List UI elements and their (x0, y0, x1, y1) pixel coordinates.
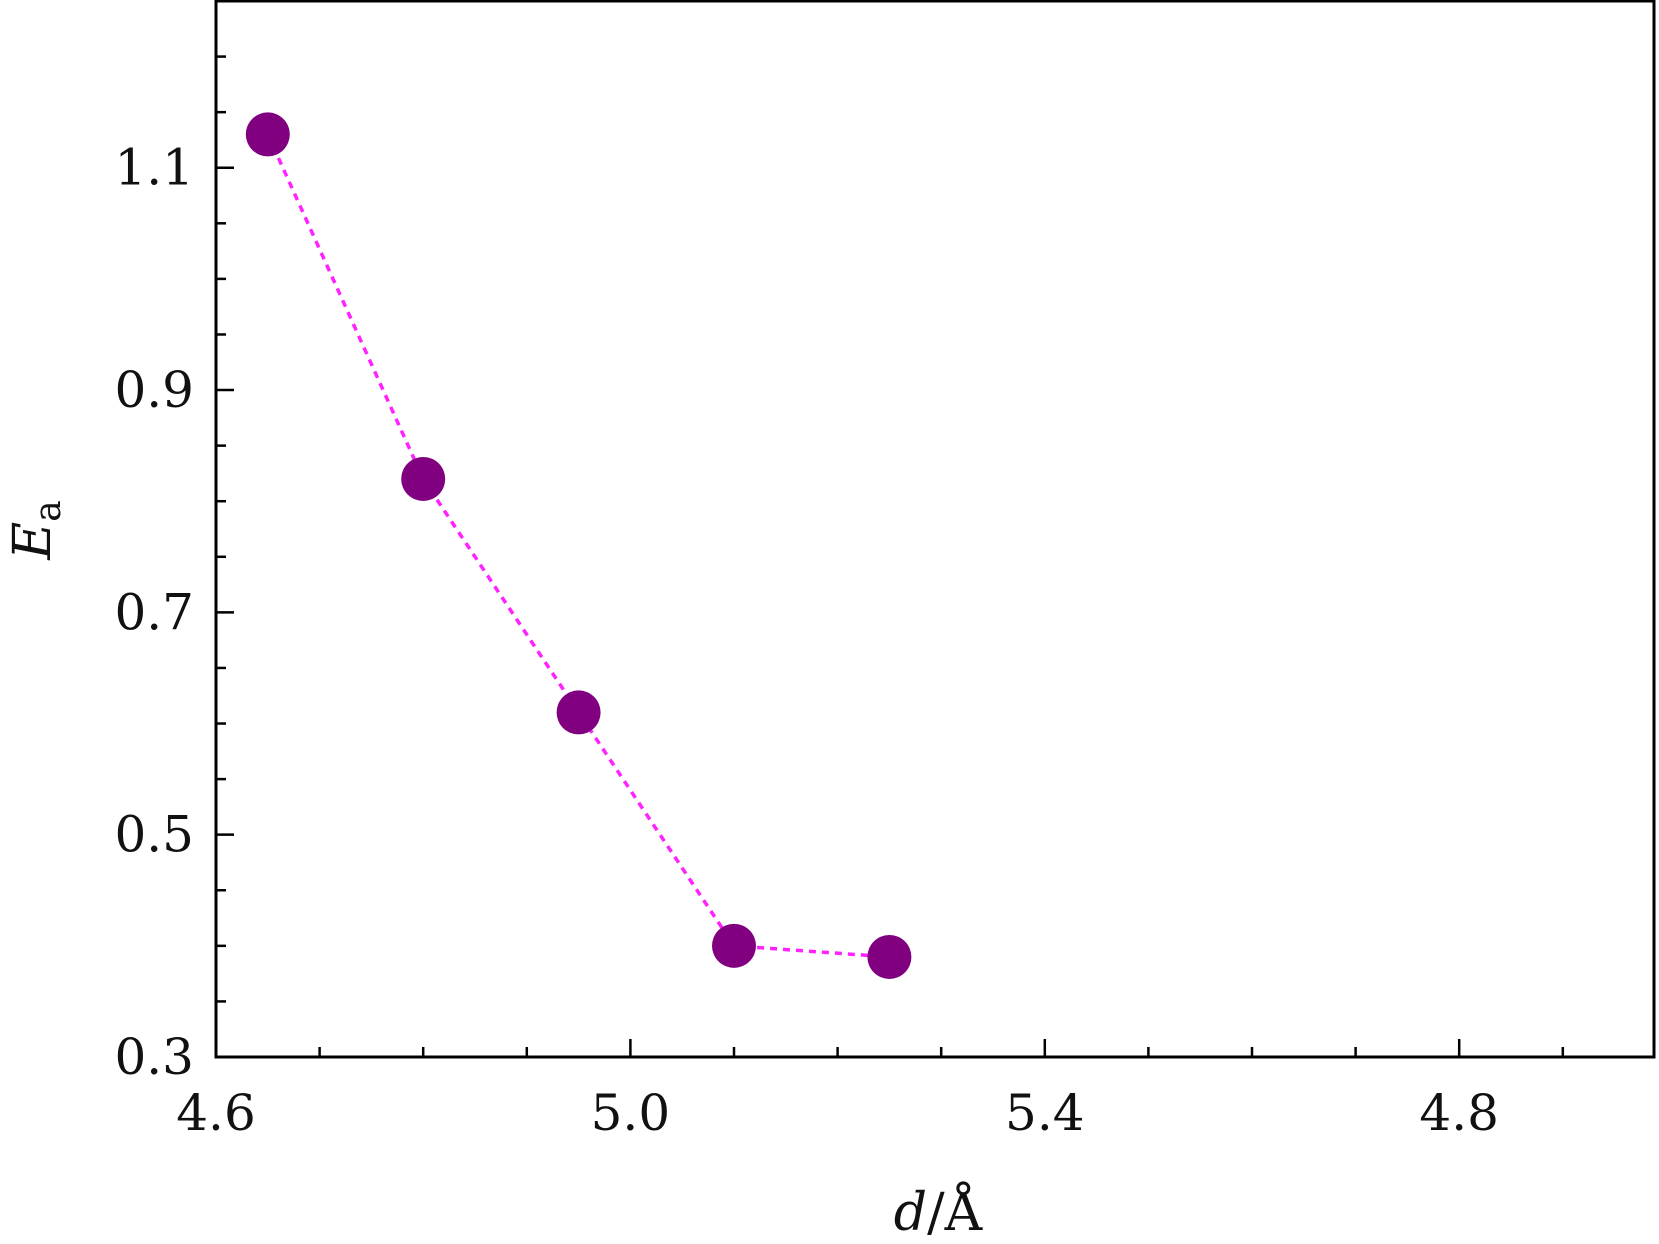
x-tick-label: 4.8 (1419, 1084, 1499, 1142)
data-point-marker (712, 923, 756, 968)
x-tick-label: 5.0 (591, 1084, 671, 1142)
y-axis-title: Ea (3, 500, 69, 560)
data-point-marker (245, 112, 290, 157)
data-point-marker (401, 456, 446, 501)
plot-frame (214, 0, 1656, 1059)
x-axis-var: d (894, 1183, 927, 1243)
x-tick-labels: 4.6 5.0 5.4 4.8 (176, 1084, 1499, 1142)
x-tick-label: 5.4 (1005, 1084, 1085, 1142)
series-markers (245, 112, 912, 979)
data-point-marker (867, 934, 912, 979)
y-tick-label: 0.7 (114, 583, 194, 641)
y-tick-label: 1.1 (114, 139, 194, 197)
axis-ticks (214, 55, 1565, 1059)
data-point-marker (556, 690, 601, 735)
series-line (266, 133, 890, 959)
x-axis-unit: Å (944, 1181, 984, 1243)
x-tick-label: 4.6 (176, 1084, 256, 1142)
x-axis-title: d/Å (894, 1181, 984, 1243)
y-tick-label: 0.3 (114, 1028, 194, 1086)
x-axis-sep: / (927, 1183, 945, 1243)
y-axis-sub: a (28, 500, 69, 521)
y-axis-var: E (3, 522, 63, 561)
y-tick-label: 0.5 (114, 806, 194, 864)
y-tick-label: 0.9 (114, 361, 194, 419)
y-tick-labels: 0.3 0.5 0.7 0.9 1.1 (114, 139, 194, 1086)
